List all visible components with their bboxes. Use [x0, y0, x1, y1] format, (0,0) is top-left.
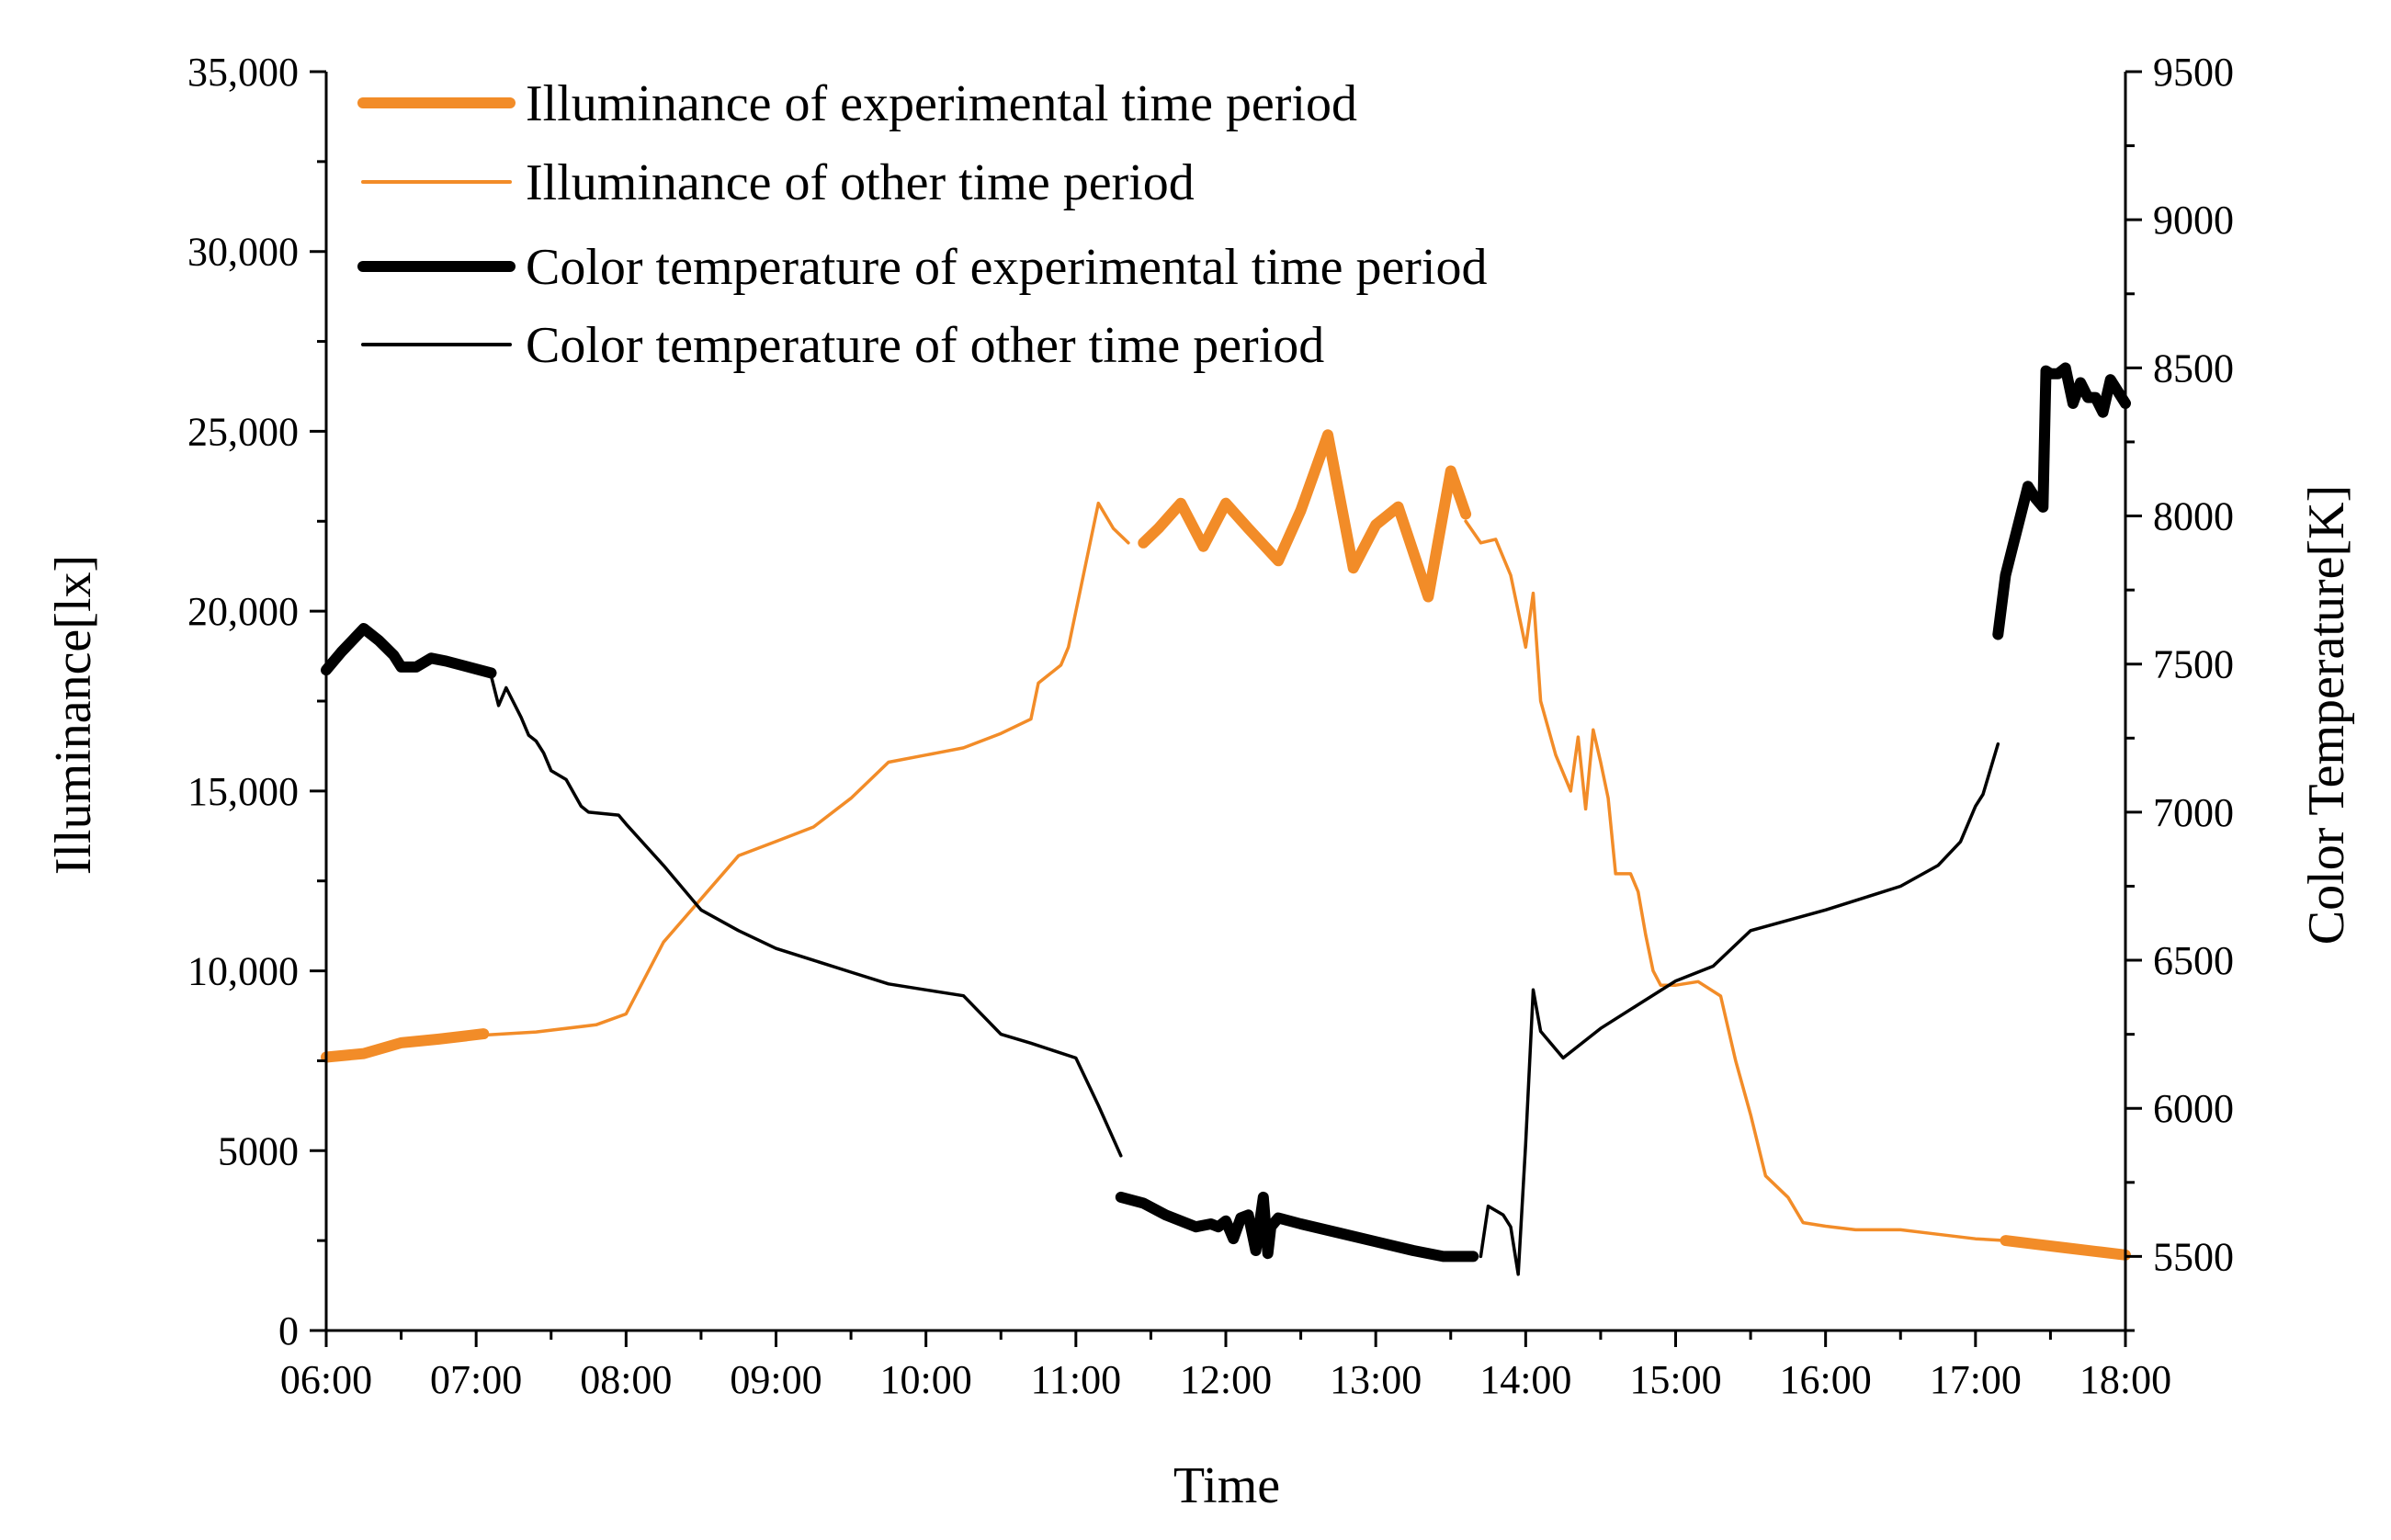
legend-label-color-temperature-of-other-time-period: Color temperature of other time period — [526, 317, 1324, 374]
x-tick-label: 18:00 — [2079, 1357, 2171, 1402]
y-left-tick-label: 25,000 — [187, 409, 299, 454]
x-tick-label: 14:00 — [1479, 1357, 1571, 1402]
x-tick-label: 09:00 — [730, 1357, 822, 1402]
y-right-tick-label: 8500 — [2153, 345, 2234, 391]
y-left-tick-label: 35,000 — [187, 50, 299, 95]
series-line-color-temperature-of-experimental-time-period-9 — [1992, 362, 2131, 640]
y-right-tick-label: 9000 — [2153, 198, 2234, 243]
y-left-tick-label: 0 — [278, 1308, 299, 1353]
series-line-color-temperature-of-other-time-period-5 — [489, 674, 1123, 1158]
series-line-illuminance-of-experimental-time-period-4 — [2000, 1235, 2131, 1261]
series-layer — [321, 362, 2131, 1276]
series-line-illuminance-of-experimental-time-period-3 — [1138, 429, 1472, 603]
x-tick-label: 17:00 — [1930, 1357, 2022, 1402]
x-tick-label: 15:00 — [1629, 1357, 1721, 1402]
series-line-illuminance-of-other-time-period-1 — [1464, 519, 2008, 1242]
y-right-tick-label: 9500 — [2153, 50, 2234, 95]
x-tick-label: 12:00 — [1180, 1357, 1272, 1402]
series-line-illuminance-of-experimental-time-period-2 — [321, 1028, 490, 1063]
y-right-tick-label: 5500 — [2153, 1234, 2234, 1279]
y-left-tick-label: 15,000 — [187, 769, 299, 814]
legend-label-color-temperature-of-experimental-time-period: Color temperature of experimental time p… — [526, 239, 1488, 296]
x-tick-label: 10:00 — [880, 1357, 972, 1402]
y-left-tick-label: 20,000 — [187, 589, 299, 634]
series-line-color-temperature-of-other-time-period-6 — [1479, 742, 2000, 1276]
legend-label-illuminance-of-other-time-period: Illuminance of other time period — [526, 154, 1195, 211]
x-tick-label: 11:00 — [1031, 1357, 1122, 1402]
y-axis-left-title: Illuminance[lx] — [45, 555, 102, 875]
y-right-tick-label: 8000 — [2153, 494, 2234, 539]
y-right-tick-label: 6500 — [2153, 938, 2234, 983]
y-left-tick-label: 30,000 — [187, 230, 299, 275]
x-tick-label: 07:00 — [430, 1357, 522, 1402]
x-tick-label: 13:00 — [1330, 1357, 1422, 1402]
y-left-tick-label: 10,000 — [187, 949, 299, 994]
y-right-tick-label: 7500 — [2153, 642, 2234, 687]
axes-layer: 06:00 07:00 08:00 09:00 10:00 11:00 12:00 13:00… — [187, 50, 2234, 1402]
legend: Illuminance of experimental time period I… — [357, 75, 1488, 374]
legend-label-illuminance-of-experimental-time-period: Illuminance of experimental time period — [526, 75, 1357, 132]
x-tick-label: 08:00 — [580, 1357, 672, 1402]
y-right-tick-label: 6000 — [2153, 1086, 2234, 1131]
series-line-color-temperature-of-experimental-time-period-7 — [321, 623, 497, 679]
x-tick-label: 06:00 — [280, 1357, 372, 1402]
series-line-illuminance-of-other-time-period-0 — [324, 501, 1130, 1063]
y-left-tick-label: 5000 — [218, 1128, 299, 1173]
y-axis-right-title: Color Temperature[K] — [2298, 485, 2355, 945]
x-axis-title: Time — [1173, 1457, 1280, 1514]
y-right-tick-label: 7000 — [2153, 790, 2234, 835]
x-tick-label: 16:00 — [1780, 1357, 1872, 1402]
series-line-color-temperature-of-experimental-time-period-8 — [1115, 1191, 1479, 1263]
